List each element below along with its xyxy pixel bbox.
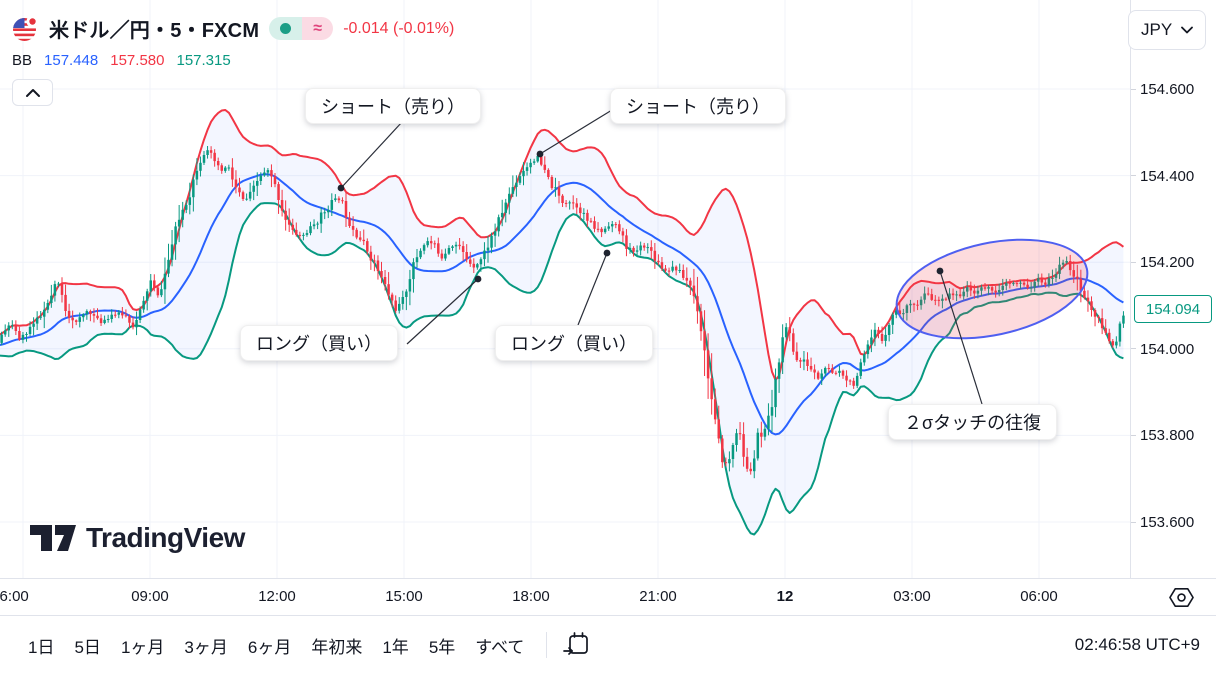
currency-label: JPY (1141, 20, 1173, 39)
annotation-callout[interactable]: ロング（買い） (240, 325, 398, 361)
annotation-callout[interactable]: ショート（売り） (305, 88, 481, 124)
price-axis-label: 154.400 (1140, 167, 1195, 185)
range-button-5[interactable]: 年初来 (301, 628, 372, 663)
bb-upper-value: 157.580 (110, 52, 165, 69)
price-axis-tick (1131, 434, 1136, 436)
price-axis-tick (1131, 261, 1136, 263)
status-dot-icon (269, 17, 303, 40)
symbol-title[interactable]: 米ドル／円・5・FXCM (49, 20, 260, 42)
time-axis-label: 12 (776, 588, 794, 605)
range-button-8[interactable]: すべて (465, 628, 534, 663)
annotation-callout[interactable]: ショート（売り） (610, 88, 786, 124)
time-axis-label: 18:00 (512, 588, 550, 605)
watermark-text: TradingView (86, 522, 245, 553)
market-status-pill[interactable]: ≈ (269, 17, 334, 40)
range-button-0[interactable]: 1日 (18, 628, 64, 663)
time-axis-label: 09:00 (131, 588, 169, 605)
symbol-flag-icon (12, 15, 39, 42)
axis-settings-icon[interactable] (1166, 583, 1196, 611)
range-button-3[interactable]: 3ヶ月 (174, 628, 237, 663)
price-axis-label: 154.200 (1140, 254, 1195, 272)
price-axis-tick (1131, 175, 1136, 177)
time-axis-label: 03:00 (893, 588, 931, 605)
go-to-date-button[interactable] (559, 629, 595, 661)
chevron-down-icon (1181, 26, 1193, 34)
chevron-up-icon (25, 88, 41, 98)
range-button-2[interactable]: 1ヶ月 (111, 628, 174, 663)
price-axis-label: 154.600 (1140, 81, 1195, 98)
price-axis-label: 154.000 (1140, 340, 1195, 358)
price-axis-tick (1131, 521, 1136, 523)
calendar-icon (563, 631, 591, 659)
bb-lower-value: 157.315 (176, 52, 231, 69)
chart-legend: 米ドル／円・5・FXCM ≈ -0.014 (-0.01%) BB 157.44… (12, 14, 454, 106)
annotation-callout[interactable]: ロング（買い） (495, 325, 653, 361)
time-axis-label: 06:00 (1020, 588, 1058, 605)
chart-canvas[interactable]: 米ドル／円・5・FXCM ≈ -0.014 (-0.01%) BB 157.44… (0, 0, 1130, 578)
annotation-callout[interactable]: ２σタッチの往復 (888, 404, 1058, 440)
time-axis-label: 12:00 (258, 588, 296, 605)
bottom-toolbar: 1日 5日 1ヶ月 3ヶ月 6ヶ月 年初来 1年 5年 すべて 02:46:58 UTC+9 (0, 615, 1216, 674)
range-button-6[interactable]: 1年 (372, 628, 418, 663)
toolbar-divider (546, 632, 548, 658)
time-axis-label: 06:00 (0, 588, 29, 605)
range-button-4[interactable]: 6ヶ月 (238, 628, 301, 663)
bb-basis-value: 157.448 (44, 52, 99, 69)
legend-collapse-button[interactable] (12, 79, 53, 106)
tradingview-watermark: TradingView (30, 522, 245, 554)
status-approx-icon: ≈ (302, 17, 334, 40)
price-axis-label: 153.800 (1140, 427, 1195, 445)
currency-selector-button[interactable]: JPY (1128, 10, 1206, 50)
range-button-1[interactable]: 5日 (64, 628, 110, 663)
clock-display[interactable]: 02:46:58 UTC+9 (1074, 635, 1200, 654)
price-axis-tick (1131, 88, 1136, 90)
date-range-buttons: 1日 5日 1ヶ月 3ヶ月 6ヶ月 年初来 1年 5年 すべて (18, 628, 534, 663)
range-button-7[interactable]: 5年 (419, 628, 465, 663)
price-axis[interactable]: 154.600 154.400 154.200 154.000 153.800 153.6… (1130, 0, 1216, 615)
time-axis-label: 21:00 (639, 588, 677, 605)
price-axis-tick (1131, 348, 1136, 350)
indicator-legend-row: BB 157.448 157.580 157.315 (12, 52, 454, 69)
tradingview-logo-icon (30, 524, 77, 552)
price-change-text: -0.014 (-0.01%) (343, 19, 455, 37)
indicator-label[interactable]: BB (12, 52, 33, 69)
time-axis-label: 15:00 (385, 588, 423, 605)
last-price-badge: 154.094 (1134, 295, 1212, 324)
price-axis-label: 153.600 (1140, 514, 1195, 531)
time-axis[interactable]: 06:00 09:00 12:00 15:00 18:00 21:00 12 03:00 06:… (0, 578, 1216, 616)
